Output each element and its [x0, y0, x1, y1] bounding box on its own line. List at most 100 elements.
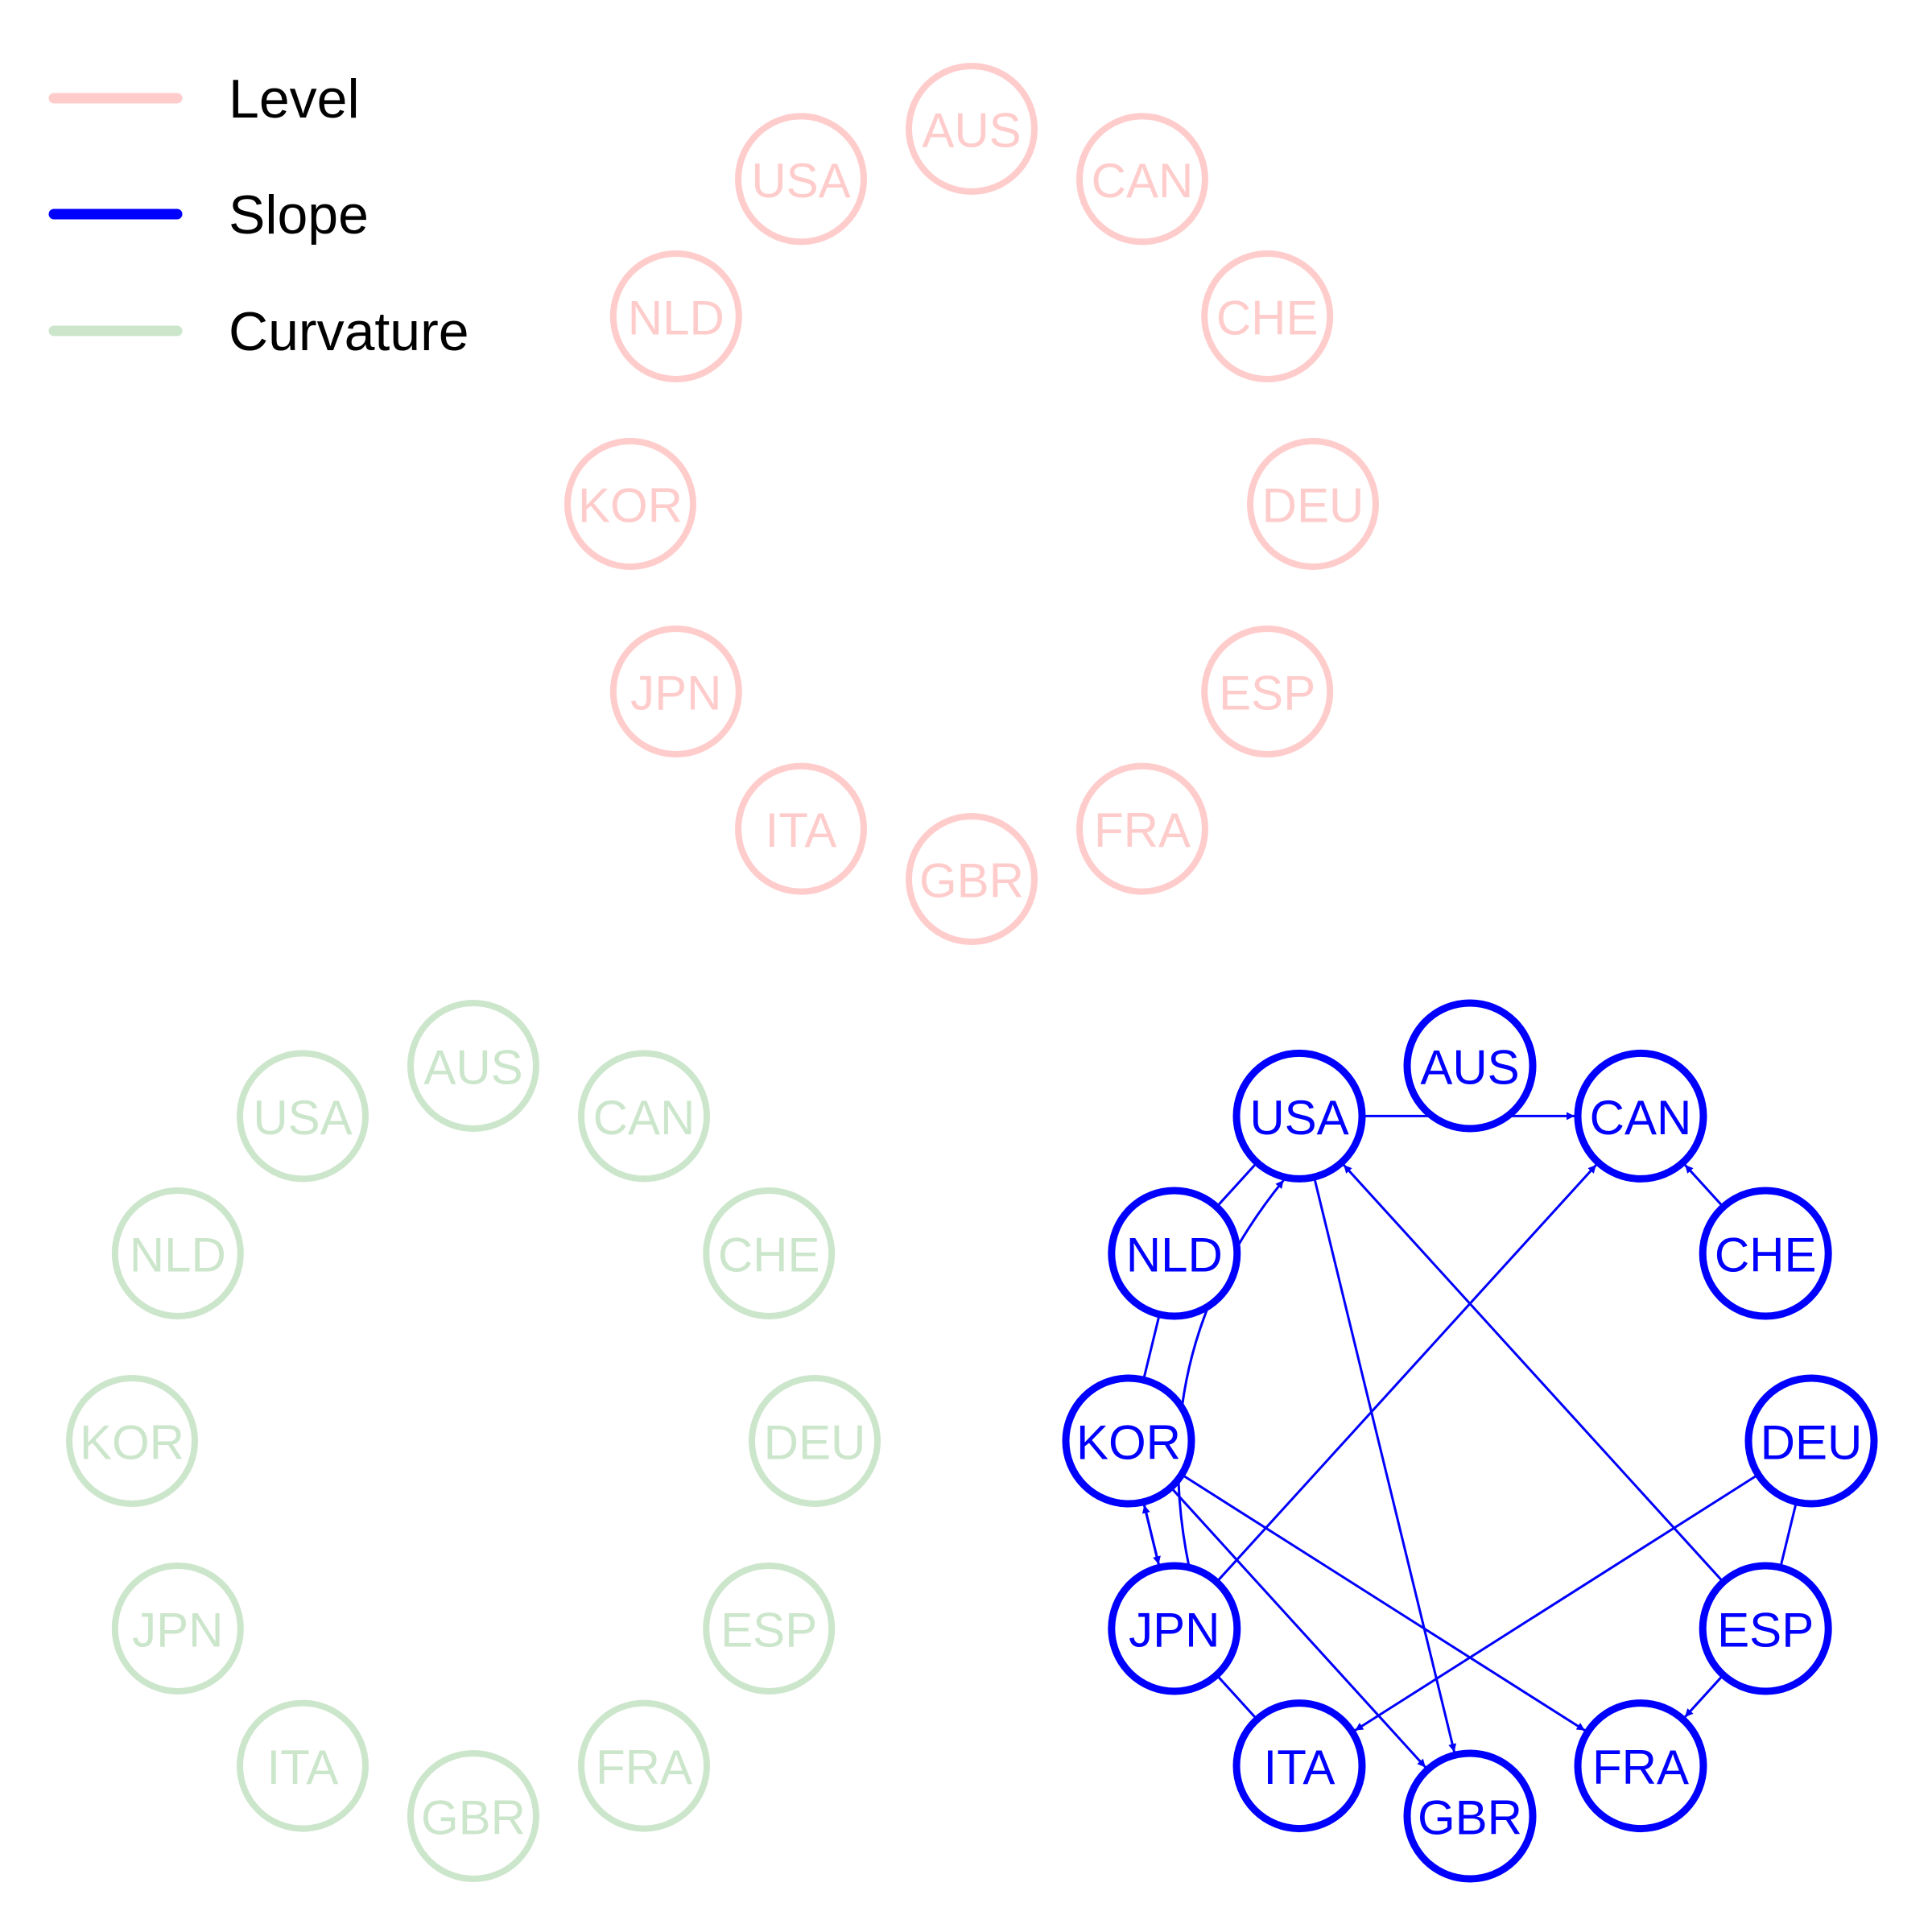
- node-label: ITA: [1264, 1740, 1335, 1794]
- node-fra: FRA: [1076, 762, 1208, 895]
- node-label: ESP: [720, 1604, 817, 1657]
- node-label: CAN: [593, 1091, 696, 1145]
- node-circle: [111, 1187, 244, 1319]
- node-label: DEU: [764, 1416, 866, 1470]
- legend-item-curvature: Curvature: [48, 301, 469, 362]
- node-label: DEU: [1761, 1416, 1863, 1470]
- node-label: ESP: [1717, 1604, 1814, 1657]
- node-circle: [66, 1375, 198, 1507]
- node-circle: [1201, 250, 1334, 382]
- edge-kor-fra: [1181, 1473, 1586, 1732]
- node-label: KOR: [80, 1416, 184, 1470]
- node-circle: [1574, 1699, 1707, 1833]
- node-label: FRA: [1094, 803, 1191, 857]
- node-label: CHE: [1216, 291, 1319, 345]
- node-circle: [1232, 1699, 1366, 1833]
- node-che: CHE: [1699, 1187, 1832, 1320]
- node-label: CHE: [1715, 1228, 1817, 1282]
- node-deu: DEU: [1744, 1374, 1878, 1508]
- node-fra: FRA: [578, 1699, 710, 1832]
- node-esp: ESP: [1201, 625, 1334, 758]
- node-ita: ITA: [237, 1699, 369, 1832]
- node-circle: [735, 762, 867, 895]
- node-circle: [1076, 762, 1208, 895]
- node-gbr: GBR: [1403, 1749, 1537, 1883]
- node-label: FRA: [1592, 1740, 1689, 1794]
- node-kor: KOR: [564, 438, 696, 570]
- edge-jpn-usa: [1177, 1179, 1285, 1568]
- node-aus: AUS: [1403, 999, 1537, 1133]
- node-label: NLD: [1126, 1228, 1223, 1282]
- edge-esp-fra: [1684, 1674, 1724, 1718]
- node-che: CHE: [1201, 250, 1334, 382]
- node-aus: AUS: [906, 63, 1038, 195]
- node-label: CAN: [1092, 154, 1194, 208]
- node-label: ITA: [766, 803, 837, 857]
- node-circle: [906, 813, 1038, 945]
- node-label: KOR: [1076, 1416, 1181, 1470]
- node-label: ITA: [267, 1740, 339, 1794]
- node-can: CAN: [1574, 1049, 1707, 1183]
- node-ita: ITA: [1232, 1699, 1366, 1833]
- node-label: GBR: [1418, 1791, 1522, 1845]
- node-deu: DEU: [1247, 438, 1379, 570]
- edge-usa-gbr: [1313, 1176, 1457, 1752]
- node-label: KOR: [578, 479, 683, 533]
- legend-label-slope: Slope: [229, 184, 369, 246]
- node-aus: AUS: [407, 1000, 539, 1132]
- node-circle: [1247, 438, 1379, 570]
- edge-jpn-kor: [1141, 1505, 1161, 1568]
- node-circle: [1744, 1374, 1878, 1508]
- node-circle: [703, 1187, 836, 1319]
- node-circle: [609, 625, 742, 758]
- node-gbr: GBR: [407, 1750, 539, 1882]
- node-can: CAN: [1076, 113, 1208, 246]
- node-deu: DEU: [749, 1375, 881, 1507]
- node-circle: [1076, 113, 1208, 246]
- node-label: CHE: [718, 1228, 820, 1282]
- node-circle: [1108, 1187, 1241, 1320]
- node-circle: [237, 1050, 369, 1183]
- node-circle: [564, 438, 696, 570]
- node-circle: [1574, 1049, 1707, 1183]
- edge-che-can: [1684, 1164, 1724, 1208]
- edge-esp-usa: [1343, 1164, 1724, 1583]
- node-circle: [407, 1750, 539, 1882]
- node-can: CAN: [578, 1050, 710, 1183]
- node-circle: [578, 1050, 710, 1183]
- node-label: AUS: [922, 104, 1021, 158]
- node-circle: [1699, 1562, 1832, 1695]
- slope-network: AUS CAN CHE DEU ESP FRA GBR ITA JPN KOR NLD USA: [1062, 999, 1878, 1883]
- node-label: USA: [1249, 1091, 1348, 1145]
- node-circle: [578, 1699, 710, 1832]
- legend-item-slope: Slope: [48, 184, 369, 246]
- node-circle: [735, 113, 867, 246]
- node-circle: [1403, 999, 1537, 1133]
- legend-label-curvature: Curvature: [229, 301, 469, 362]
- node-circle: [111, 1563, 244, 1695]
- node-gbr: GBR: [906, 813, 1038, 945]
- edge-deu-ita: [1354, 1473, 1759, 1732]
- node-usa: USA: [237, 1050, 369, 1183]
- edge-usa-nld: [1216, 1162, 1258, 1208]
- node-label: JPN: [132, 1604, 223, 1657]
- node-che: CHE: [703, 1187, 836, 1319]
- node-circle: [407, 1000, 539, 1132]
- node-label: DEU: [1262, 479, 1364, 533]
- edge-deu-esp: [1779, 1501, 1798, 1568]
- node-circle: [749, 1375, 881, 1507]
- node-label: FRA: [596, 1740, 692, 1794]
- node-label: NLD: [130, 1228, 226, 1282]
- node-label: GBR: [421, 1791, 526, 1845]
- edge-kor-gbr: [1170, 1486, 1426, 1769]
- level-network: AUS CAN CHE DEU ESP FRA GBR ITA JPN KOR NLD USA: [564, 63, 1379, 945]
- node-circle: [1201, 625, 1334, 758]
- node-circle: [1062, 1374, 1195, 1508]
- node-label: JPN: [630, 667, 721, 720]
- node-jpn: JPN: [1108, 1562, 1241, 1695]
- node-esp: ESP: [1699, 1562, 1832, 1695]
- node-label: NLD: [628, 291, 724, 345]
- node-jpn: JPN: [609, 625, 742, 758]
- edge-nld-kor: [1142, 1314, 1161, 1381]
